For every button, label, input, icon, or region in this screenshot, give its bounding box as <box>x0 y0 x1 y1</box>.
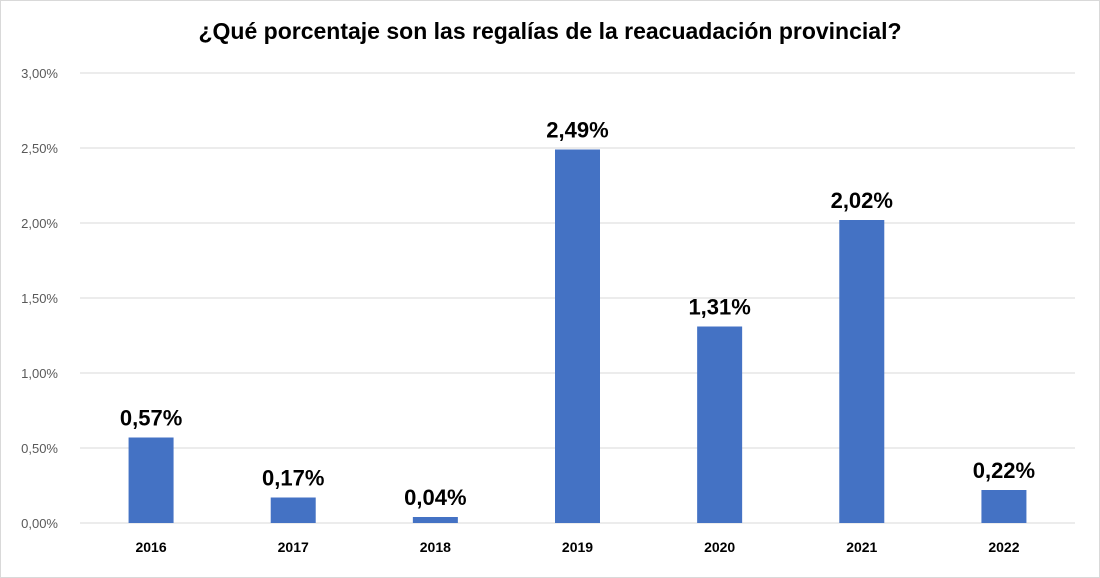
x-tick-label: 2022 <box>988 539 1019 555</box>
data-label-2021: 2,02% <box>831 188 893 213</box>
data-label-2020: 1,31% <box>688 295 750 320</box>
data-label-2018: 0,04% <box>404 485 466 510</box>
bar-2019 <box>555 149 600 523</box>
data-label-2022: 0,22% <box>973 458 1035 483</box>
bar-2016 <box>128 437 174 523</box>
data-label-2017: 0,17% <box>262 466 324 491</box>
y-axis-ticks: 0,00% 0,50% 1,00% 1,50% 2,00% 2,50% 3,00% <box>21 66 58 531</box>
data-labels: 0,57% 0,17% 0,04% 2,49% 1,31% 2,02% 0,22% <box>120 118 1035 511</box>
y-tick-label: 2,50% <box>21 141 58 156</box>
bar-2020 <box>697 326 743 523</box>
x-tick-label: 2020 <box>704 539 735 555</box>
bars <box>128 149 1027 523</box>
y-tick-label: 1,00% <box>21 366 58 381</box>
x-tick-label: 2019 <box>562 539 593 555</box>
x-axis-ticks: 2016 2017 2018 2019 2020 2021 2022 <box>135 539 1019 555</box>
x-tick-label: 2016 <box>135 539 166 555</box>
x-tick-label: 2021 <box>846 539 877 555</box>
x-tick-label: 2018 <box>420 539 451 555</box>
x-tick-label: 2017 <box>278 539 309 555</box>
chart-title: ¿Qué porcentaje son las regalías de la r… <box>198 18 902 44</box>
data-label-2019: 2,49% <box>546 118 608 143</box>
data-label-2016: 0,57% <box>120 406 182 431</box>
bar-2022 <box>981 490 1027 523</box>
bar-2021 <box>839 220 885 523</box>
y-tick-label: 0,50% <box>21 441 58 456</box>
bar-2018 <box>412 517 458 523</box>
y-tick-label: 0,00% <box>21 516 58 531</box>
y-tick-label: 2,00% <box>21 216 58 231</box>
y-tick-label: 1,50% <box>21 291 58 306</box>
y-tick-label: 3,00% <box>21 66 58 81</box>
bar-2017 <box>270 497 316 523</box>
